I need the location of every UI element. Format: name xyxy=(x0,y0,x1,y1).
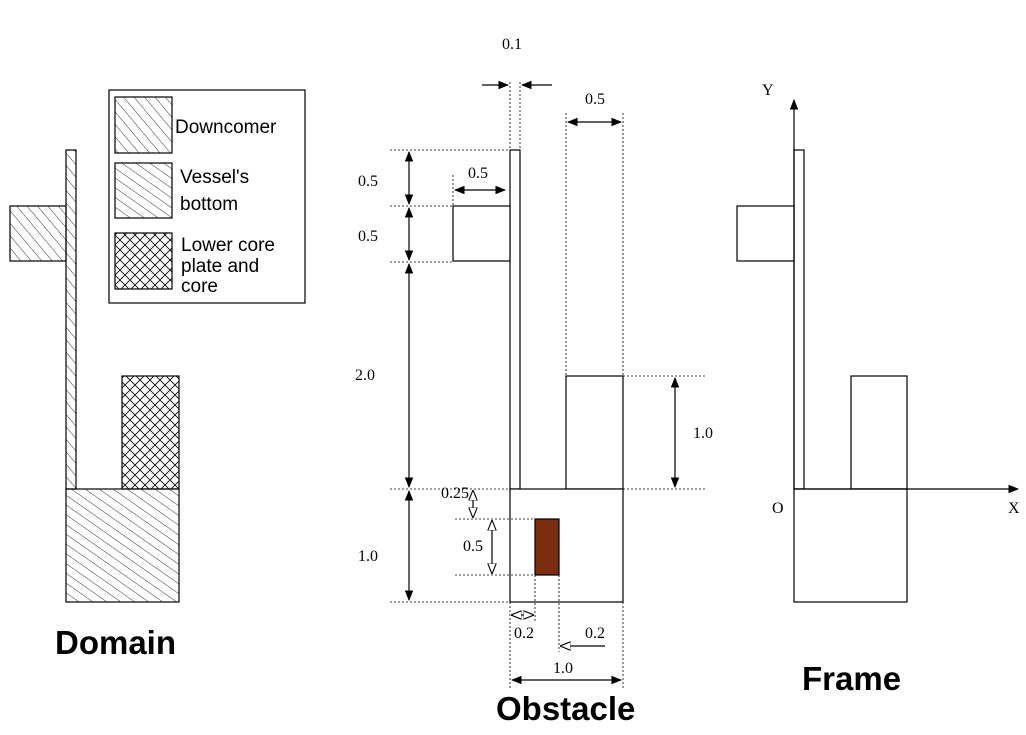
dim-label-core-height: 1.0 xyxy=(693,425,713,442)
legend-swatch-vessel xyxy=(114,162,173,219)
frame-panel: Y X O Frame xyxy=(736,82,1020,697)
frame-core xyxy=(850,375,908,490)
legend-label-downcomer: Downcomer xyxy=(175,117,277,138)
dim-label-bottom-width: 1.0 xyxy=(553,660,573,677)
legend-label-core-2: plate and xyxy=(181,256,259,277)
legend-label-core-3: core xyxy=(181,276,218,297)
legend-swatch-downcomer xyxy=(114,96,173,154)
frame-x-label: X xyxy=(1008,500,1020,517)
dim-label-wall: 0.1 xyxy=(502,36,522,53)
domain-vessel-bottom xyxy=(65,488,180,603)
dim-label-inlet-width: 0.5 xyxy=(468,165,488,182)
frame-origin-label: O xyxy=(772,500,784,517)
frame-inlet-pipe xyxy=(736,205,795,262)
obstacle-core xyxy=(565,375,624,490)
domain-panel: Domain xyxy=(9,149,180,661)
domain-title: Domain xyxy=(55,624,176,661)
obstacle-vessel-bottom xyxy=(509,488,624,603)
domain-core xyxy=(121,375,180,490)
legend: Downcomer Vessel's bottom Lower core pla… xyxy=(108,89,306,304)
frame-title: Frame xyxy=(802,660,901,697)
dim-label-top-gap: 0.5 xyxy=(585,91,605,108)
dim-label-obstacle-right: 0.2 xyxy=(585,625,605,642)
domain-inlet-pipe xyxy=(9,205,67,262)
legend-swatch-core xyxy=(114,232,173,290)
dim-label-downcomer-height: 2.0 xyxy=(355,367,375,384)
obstacle-panel: 0.1 0.5 0.5 0.5 0.5 2.0 1.0 0.25 0.5 1.0… xyxy=(355,36,713,727)
dim-label-obstacle-left: 0.2 xyxy=(514,625,534,642)
domain-downcomer-wall xyxy=(65,149,77,490)
legend-label-vessel-2: bottom xyxy=(180,194,238,215)
obstacle-block xyxy=(534,518,560,576)
dim-label-bottom-offset: 0.25 xyxy=(441,485,469,502)
frame-downcomer-wall xyxy=(793,149,805,490)
obstacle-title: Obstacle xyxy=(496,690,635,727)
dim-label-inlet-height: 0.5 xyxy=(358,228,378,245)
legend-label-vessel-1: Vessel's xyxy=(180,167,249,188)
obstacle-downcomer-wall xyxy=(509,149,521,490)
frame-vessel-bottom xyxy=(793,488,908,603)
dim-label-bottom-height: 1.0 xyxy=(358,548,378,565)
obstacle-inlet-pipe xyxy=(452,205,511,262)
dim-label-downcomer-top: 0.5 xyxy=(358,173,378,190)
dim-label-obstacle-height: 0.5 xyxy=(463,538,483,555)
frame-y-label: Y xyxy=(762,82,774,99)
legend-label-core-1: Lower core xyxy=(181,235,275,256)
